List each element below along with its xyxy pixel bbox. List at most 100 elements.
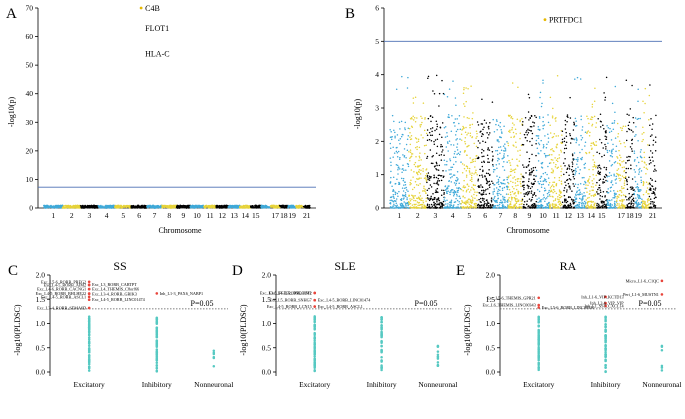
- data-point: [537, 341, 540, 345]
- data-point: [588, 193, 591, 195]
- data-point: [447, 150, 449, 152]
- data-point: [218, 206, 221, 209]
- data-point: [643, 151, 645, 154]
- data-point: [599, 198, 601, 200]
- x-tick-label: 9: [182, 211, 186, 220]
- data-point: [480, 201, 482, 203]
- data-point: [567, 182, 570, 185]
- data-point: [538, 197, 540, 199]
- data-point: [535, 142, 537, 145]
- x-tick-label: 7: [499, 211, 503, 220]
- data-point: [380, 333, 383, 337]
- data-point: [469, 126, 471, 129]
- data-point: [492, 165, 495, 167]
- data-point: [479, 186, 481, 188]
- data-point: [509, 174, 512, 176]
- data-point: [586, 132, 588, 135]
- data-point: [234, 204, 236, 207]
- data-point: [638, 194, 640, 197]
- data-point: [452, 144, 455, 146]
- data-point: [629, 146, 632, 148]
- significant-label: Exc_L5_RORB_SNHG7: [269, 298, 311, 303]
- data-point: [414, 96, 417, 98]
- data-point: [651, 128, 653, 131]
- data-point: [391, 207, 394, 209]
- data-point: [380, 355, 383, 359]
- data-point: [654, 180, 657, 183]
- data-point: [510, 168, 512, 171]
- data-point: [541, 102, 543, 105]
- data-point: [268, 206, 271, 209]
- data-point: [536, 206, 538, 209]
- data-point: [481, 98, 483, 100]
- data-point: [614, 160, 617, 163]
- data-point: [164, 205, 166, 207]
- data-point: [241, 206, 244, 209]
- data-point: [635, 206, 637, 208]
- data-point: [519, 206, 522, 209]
- data-point: [407, 165, 410, 168]
- data-point: [604, 143, 606, 146]
- data-point: [313, 352, 316, 356]
- data-point: [601, 195, 604, 198]
- data-point: [400, 177, 403, 180]
- significant-label: Exc_L6_THEMIS_LINC00343: [482, 303, 535, 308]
- data-point: [492, 155, 494, 157]
- x-tick-label: 11: [206, 211, 213, 220]
- data-point: [472, 206, 474, 208]
- data-point: [450, 181, 453, 183]
- data-point: [569, 186, 571, 188]
- data-point: [125, 205, 127, 208]
- data-point: [481, 186, 484, 188]
- x-tick-label: 17: [271, 211, 279, 220]
- data-point: [586, 115, 588, 117]
- data-point: [559, 204, 562, 207]
- data-point: [619, 126, 622, 129]
- data-point: [431, 205, 434, 207]
- data-point: [626, 159, 629, 162]
- data-point: [463, 164, 466, 166]
- data-point: [495, 150, 497, 152]
- data-point: [548, 181, 551, 184]
- data-point: [504, 200, 506, 202]
- data-point: [425, 178, 427, 181]
- data-point: [560, 165, 562, 167]
- data-point: [600, 168, 602, 170]
- data-point: [46, 206, 49, 209]
- data-point: [590, 144, 592, 147]
- data-point: [514, 178, 517, 181]
- data-point: [444, 189, 447, 191]
- data-point: [586, 131, 589, 133]
- data-point: [436, 353, 440, 356]
- data-point: [539, 96, 541, 99]
- data-point: [538, 152, 540, 155]
- data-point: [482, 191, 485, 193]
- data-point: [447, 116, 450, 118]
- data-point: [543, 152, 546, 155]
- data-point: [646, 201, 649, 203]
- data-point: [544, 198, 547, 200]
- data-point: [587, 130, 590, 132]
- data-point: [521, 200, 523, 202]
- data-point: [464, 136, 467, 139]
- data-point: [475, 194, 478, 197]
- data-point: [395, 150, 398, 153]
- data-point: [456, 153, 458, 156]
- data-point: [437, 184, 440, 186]
- data-point: [641, 205, 643, 208]
- data-point: [487, 148, 489, 151]
- data-point: [466, 200, 469, 202]
- data-point: [542, 127, 544, 130]
- data-point: [575, 201, 577, 203]
- data-point: [441, 207, 443, 209]
- data-point: [515, 133, 517, 135]
- data-point: [653, 192, 656, 194]
- data-point: [578, 206, 580, 208]
- data-point: [581, 193, 583, 195]
- data-point: [573, 206, 575, 209]
- data-point: [415, 207, 418, 209]
- data-point: [431, 207, 433, 209]
- data-point: [492, 182, 494, 184]
- data-point: [449, 176, 452, 179]
- data-point: [543, 187, 546, 189]
